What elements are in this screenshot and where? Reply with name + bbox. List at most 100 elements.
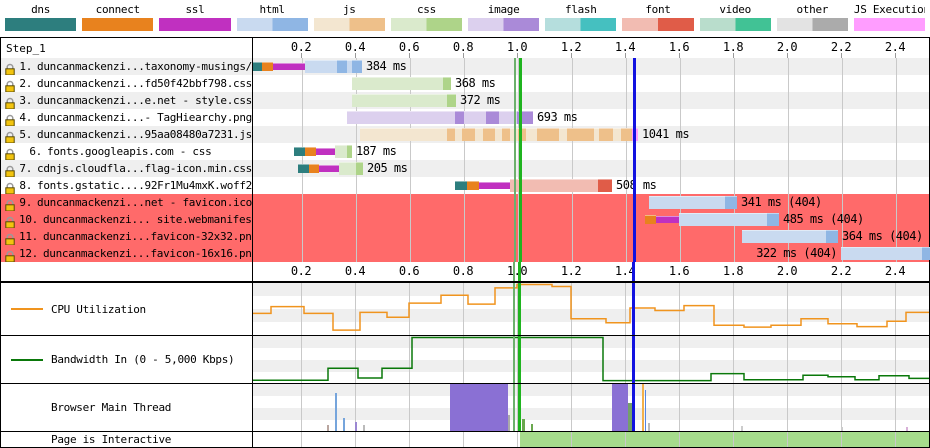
bandwidth-line-sample	[11, 358, 43, 361]
cpu-line-sample	[11, 308, 43, 310]
gridline	[625, 336, 626, 383]
waterfall-bar-segment-js_light	[495, 128, 502, 141]
waterfall-bar-segment-js_light	[526, 128, 537, 141]
waterfall-bar-segment-connect	[645, 215, 656, 224]
gridline	[355, 336, 356, 383]
waterfall-bar-segment-ssl	[316, 148, 337, 155]
render-start-marker	[518, 384, 521, 431]
main-thread-activity-block	[508, 415, 510, 431]
waterfall-bar-segment-css_dark	[447, 94, 456, 107]
waterfall-table: Step_1 0.2 0.4 0.6 0.8 1.0 1.2 1.4 1.6 1.8 2.0 2.2…	[0, 37, 930, 448]
waterfall-bar-segment-html_dark	[352, 60, 362, 73]
request-timing-label: 368 ms	[455, 76, 496, 90]
axis-tick-mark	[301, 53, 302, 58]
request-info: 7. cdnjs.cloudfla...flag-icon.min.css	[1, 160, 253, 177]
main-thread-activity-block	[906, 427, 908, 431]
legend-swatch	[468, 18, 540, 31]
waterfall-bar-segment-js_dark	[621, 128, 632, 141]
time-axis-top: 0.2 0.4 0.6 0.8 1.0 1.2 1.4 1.6 1.8 2.0 2.2 2.4	[253, 38, 929, 58]
request-row-12[interactable]: 12. duncanmackenzi...favicon-16x16.png 322…	[1, 245, 930, 262]
legend-item-font: font	[619, 1, 696, 37]
request-row-3[interactable]: 3. duncanmackenzi...e.net - style.css 372 …	[1, 92, 929, 109]
gridline	[301, 432, 302, 447]
axis-tick-mark	[841, 53, 842, 58]
waterfall-bar-segment-css_dark	[443, 77, 451, 90]
waterfall-bar-segment-js_light	[559, 128, 567, 141]
gridline	[625, 283, 626, 335]
request-timeline: 372 ms	[253, 92, 929, 109]
axis-tick-label: 2.2	[830, 40, 852, 54]
waterfall-bar-segment-image_dark	[517, 111, 533, 124]
legend-item-css: css	[388, 1, 465, 37]
lock-icon	[4, 197, 16, 211]
axis-tick-label: 1.2	[560, 264, 582, 278]
request-row-5[interactable]: 5. duncanmackenzi...95aa08480a7231.js 1041…	[1, 126, 929, 143]
waterfall-bar-segment-js_dark	[447, 128, 455, 141]
cpu-utilization-chart	[253, 283, 929, 335]
axis-tick-label: 0.8	[452, 264, 474, 278]
waterfall-bar-segment-connect	[305, 147, 316, 156]
request-row-4[interactable]: 4. duncanmackenzi...- TagHiearchy.png 693 …	[1, 109, 929, 126]
main-thread-activity-block	[327, 425, 329, 431]
axis-tick-label: 2.0	[776, 264, 798, 278]
main-thread-chart	[253, 384, 929, 431]
request-timeline: 368 ms	[253, 75, 929, 92]
waterfall-bar-segment-dns	[455, 181, 467, 190]
request-timing-label: 693 ms	[537, 110, 578, 124]
request-row-11[interactable]: 11. duncanmackenzi...favicon-32x32.png 364…	[1, 228, 929, 245]
request-timeline: 205 ms	[253, 160, 929, 177]
request-timeline: 1041 ms	[253, 126, 929, 143]
request-row-2[interactable]: 2. duncanmackenzi...fd50f42bbf798.css 368 …	[1, 75, 929, 92]
request-number: 4.	[19, 111, 33, 124]
request-timing-label: 187 ms	[356, 144, 397, 158]
axis-tick-mark	[733, 53, 734, 58]
gridline	[571, 336, 572, 383]
waterfall-bar-segment-html_dark	[725, 196, 737, 209]
waterfall-bar-segment-js_light	[360, 128, 447, 141]
main-thread-activity-block	[343, 418, 345, 431]
request-number: 1.	[19, 60, 33, 73]
main-thread-activity-block	[642, 384, 644, 431]
legend-label: dns	[31, 3, 51, 16]
request-info: 5. duncanmackenzi...95aa08480a7231.js	[1, 126, 253, 143]
time-axis-bottom-row: 0.2 0.4 0.6 0.8 1.0 1.2 1.4 1.6 1.8 2.0 2.2 2.4	[1, 262, 929, 282]
legend-label: css	[416, 3, 436, 16]
lock-icon	[4, 231, 16, 245]
legend-swatch	[699, 18, 771, 31]
waterfall-bar-segment-js_dark	[502, 128, 510, 141]
request-row-6[interactable]: 6. fonts.googleapis.com - css 187 ms	[1, 143, 929, 160]
legend-item-other: other	[774, 1, 851, 37]
axis-tick-label: 0.8	[452, 40, 474, 54]
request-row-10[interactable]: 10. duncanmackenzi... site.webmanifest 485…	[1, 211, 929, 228]
request-timeline: 364 ms (404)	[253, 228, 929, 245]
axis-tick-label: 1.0	[506, 40, 528, 54]
page-interactive-chart	[253, 432, 929, 447]
request-row-7[interactable]: 7. cdnjs.cloudfla...flag-icon.min.css 205 …	[1, 160, 929, 177]
waterfall-bar-segment-image_dark	[455, 111, 464, 124]
legend: dns connect ssl html js css image flash font vide…	[0, 0, 930, 37]
waterfall-bar-segment-ssl	[479, 182, 517, 189]
gridline	[355, 432, 356, 447]
axis-tick-mark	[787, 53, 788, 58]
request-row-1[interactable]: 1. duncanmackenzi...taxonomy-musings/384 …	[1, 58, 929, 75]
waterfall-bar-segment-js_light	[455, 128, 462, 141]
legend-item-ssl: ssl	[156, 1, 233, 37]
request-timeline: 485 ms (404)	[253, 211, 929, 228]
axis-tick-label: 1.4	[614, 40, 636, 54]
legend-label: JS Execution	[853, 3, 926, 16]
legend-label: js	[342, 3, 356, 16]
axis-tick-label: 2.0	[776, 40, 798, 54]
waterfall-bar-segment-js_dark	[462, 128, 475, 141]
waterfall-bar-segment-connect	[309, 164, 319, 173]
axis-tick-mark	[679, 53, 680, 58]
lock-icon	[4, 112, 16, 126]
request-timing-label: 372 ms	[460, 93, 501, 107]
main-thread-label: Browser Main Thread	[51, 401, 172, 414]
request-row-9[interactable]: 9. duncanmackenzi...net - favicon.ico 341 …	[1, 194, 929, 211]
waterfall-bar-segment-ssl	[273, 63, 305, 70]
request-timeline: 322 ms (404)	[253, 245, 930, 262]
request-row-8[interactable]: 8. fonts.gstatic....92Fr1Mu4mxK.woff2 508 …	[1, 177, 929, 194]
waterfall-bar-segment-html_dark	[826, 230, 838, 243]
lock-icon	[4, 78, 16, 92]
main-thread-activity-block	[531, 424, 533, 431]
